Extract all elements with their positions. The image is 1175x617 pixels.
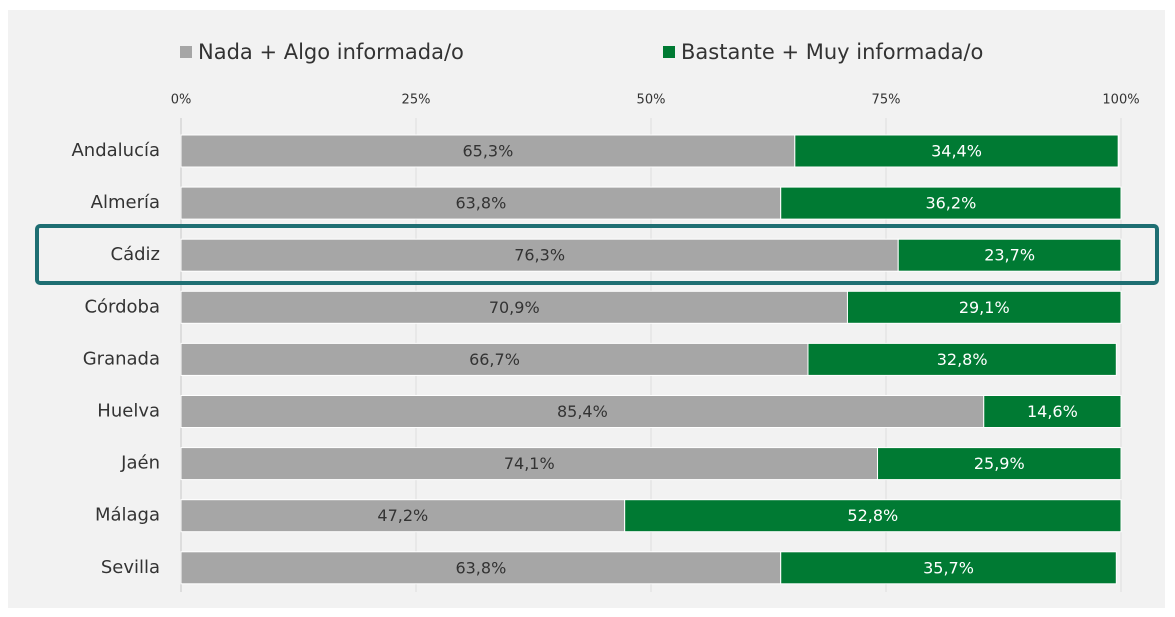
bar-segment xyxy=(780,551,1117,585)
value-label: 70,9% xyxy=(489,298,540,317)
bar-segment xyxy=(780,186,1122,220)
bar-segment xyxy=(180,186,782,220)
value-label: 52,8% xyxy=(847,506,898,525)
value-label: 63,8% xyxy=(455,194,506,213)
bar-segment xyxy=(794,134,1119,168)
value-label: 63,8% xyxy=(455,558,506,577)
legend-swatch xyxy=(663,46,675,58)
bar-segment xyxy=(180,238,899,272)
bar-segment xyxy=(624,499,1122,533)
bar-segment xyxy=(180,499,626,533)
value-label: 14,6% xyxy=(1027,402,1078,421)
bar-segment xyxy=(846,290,1122,324)
value-label: 35,7% xyxy=(923,558,974,577)
bar-segment xyxy=(983,395,1122,428)
y-tick-label: Cádiz xyxy=(111,244,160,265)
x-tick-label: 0% xyxy=(171,93,192,108)
bar-segment xyxy=(807,342,1117,376)
value-label: 23,7% xyxy=(984,246,1035,265)
value-label: 74,1% xyxy=(504,454,555,473)
x-tick-label: 50% xyxy=(637,93,666,108)
value-label: 29,1% xyxy=(959,298,1010,317)
x-tick-label: 25% xyxy=(402,93,431,108)
y-tick-label: Málaga xyxy=(95,505,160,526)
y-tick-label: Andalucía xyxy=(71,140,160,161)
value-label: 25,9% xyxy=(974,454,1025,473)
x-tick-label: 100% xyxy=(1102,93,1139,108)
value-label: 47,2% xyxy=(377,506,428,525)
y-tick-label: Sevilla xyxy=(101,557,160,578)
legend-label: Bastante + Muy informada/o xyxy=(681,40,983,64)
bar-segment xyxy=(180,290,848,324)
legend-label: Nada + Algo informada/o xyxy=(198,40,464,64)
legend-swatch xyxy=(180,46,192,58)
y-tick-label: Granada xyxy=(83,348,160,369)
highlight-box xyxy=(35,224,1159,285)
value-label: 34,4% xyxy=(931,142,982,161)
bar-segment xyxy=(180,342,809,376)
value-label: 32,8% xyxy=(937,350,988,369)
y-tick-label: Almería xyxy=(91,192,160,213)
bar-segment xyxy=(897,238,1122,272)
chart-layer: 0% 25% 50% 75% 100% Nada + Algo informada/o Ba… xyxy=(71,40,1140,592)
bar-segment xyxy=(180,395,985,428)
value-label: 36,2% xyxy=(925,194,976,213)
value-label: 66,7% xyxy=(469,350,520,369)
bar-segment xyxy=(180,551,782,585)
y-tick-label: Córdoba xyxy=(84,296,160,317)
y-tick-label: Huelva xyxy=(97,401,160,422)
value-label: 76,3% xyxy=(514,246,565,265)
bar-segment xyxy=(180,447,879,481)
y-tick-label: Jaén xyxy=(120,453,160,474)
x-tick-label: 75% xyxy=(872,93,901,108)
bar-segment xyxy=(877,447,1122,481)
value-label: 65,3% xyxy=(462,142,513,161)
bar-segment xyxy=(180,134,796,168)
value-label: 85,4% xyxy=(557,402,608,421)
